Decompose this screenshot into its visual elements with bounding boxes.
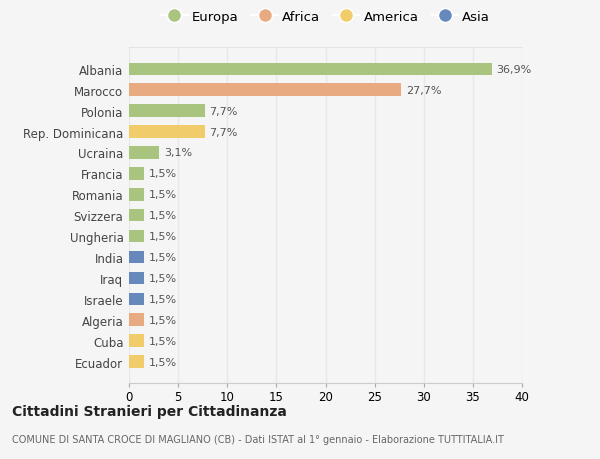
Bar (129, 293, 144, 305)
Text: 3,1%: 3,1% (164, 148, 193, 158)
Text: COMUNE DI SANTA CROCE DI MAGLIANO (CB) - Dati ISTAT al 1° gennaio - Elaborazione: COMUNE DI SANTA CROCE DI MAGLIANO (CB) -… (12, 434, 504, 443)
Text: 7,7%: 7,7% (209, 106, 238, 117)
Bar (129, 209, 144, 222)
Text: 1,5%: 1,5% (149, 315, 177, 325)
Bar (129, 189, 144, 201)
Text: 1,5%: 1,5% (149, 190, 177, 200)
Bar (129, 356, 144, 368)
Text: 36,9%: 36,9% (496, 65, 532, 75)
Bar (129, 251, 144, 264)
Text: 7,7%: 7,7% (209, 127, 238, 137)
Text: 1,5%: 1,5% (149, 211, 177, 221)
Bar (129, 63, 491, 76)
Text: 1,5%: 1,5% (149, 294, 177, 304)
Text: Cittadini Stranieri per Cittadinanza: Cittadini Stranieri per Cittadinanza (12, 404, 287, 419)
Bar (129, 84, 401, 97)
Bar (129, 272, 144, 285)
Bar (129, 126, 205, 139)
Bar (129, 105, 205, 118)
Text: 1,5%: 1,5% (149, 273, 177, 283)
Text: 1,5%: 1,5% (149, 252, 177, 263)
Text: 1,5%: 1,5% (149, 169, 177, 179)
Text: 1,5%: 1,5% (149, 357, 177, 367)
Text: 27,7%: 27,7% (406, 85, 442, 95)
Bar (129, 335, 144, 347)
Bar (129, 230, 144, 243)
Text: 1,5%: 1,5% (149, 336, 177, 346)
Text: 1,5%: 1,5% (149, 232, 177, 241)
Legend: Europa, Africa, America, Asia: Europa, Africa, America, Asia (158, 8, 493, 26)
Bar (129, 168, 144, 180)
Bar (129, 314, 144, 326)
Bar (129, 147, 160, 159)
